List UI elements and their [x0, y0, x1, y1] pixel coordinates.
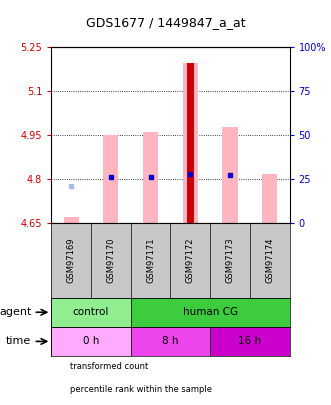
Text: GSM97171: GSM97171: [146, 237, 155, 283]
Text: GSM97170: GSM97170: [106, 237, 116, 283]
Text: GDS1677 / 1449847_a_at: GDS1677 / 1449847_a_at: [86, 16, 245, 29]
Bar: [210, 327, 290, 356]
Text: 8 h: 8 h: [162, 337, 179, 346]
Bar: [262, 174, 277, 223]
Text: control: control: [73, 307, 109, 317]
Text: GSM97174: GSM97174: [265, 237, 274, 283]
Text: human CG: human CG: [183, 307, 238, 317]
Text: 16 h: 16 h: [238, 337, 261, 346]
Bar: [131, 327, 210, 356]
Text: 0 h: 0 h: [83, 337, 99, 346]
Bar: [51, 298, 131, 327]
Text: GSM97169: GSM97169: [67, 237, 76, 283]
Bar: [222, 127, 238, 223]
Bar: [64, 217, 79, 223]
Bar: [187, 63, 194, 223]
Bar: [51, 327, 131, 356]
Text: time: time: [6, 337, 31, 346]
Bar: [103, 134, 118, 223]
Bar: [143, 132, 158, 223]
Bar: [131, 298, 290, 327]
Text: transformed count: transformed count: [70, 362, 148, 371]
Text: GSM97172: GSM97172: [186, 237, 195, 283]
Text: percentile rank within the sample: percentile rank within the sample: [70, 385, 212, 394]
Text: GSM97173: GSM97173: [225, 237, 235, 283]
Text: agent: agent: [0, 307, 31, 317]
Bar: [183, 63, 198, 223]
